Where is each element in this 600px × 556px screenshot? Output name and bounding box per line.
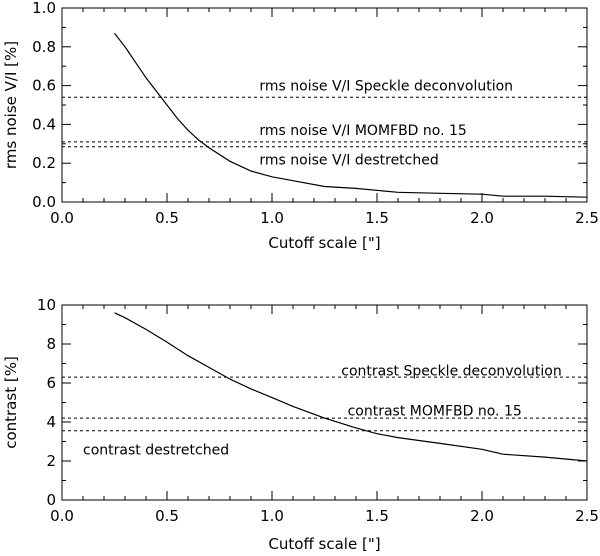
x-tick-label: 2.0: [470, 209, 494, 227]
x-tick-label: 0.0: [50, 209, 74, 227]
x-tick-label: 1.5: [365, 209, 389, 227]
x-axis-label: Cutoff scale ["]: [268, 234, 380, 252]
y-tick-label: 8: [46, 335, 56, 353]
reference-line-label: rms noise V/I destretched: [259, 152, 438, 168]
y-tick-label: 10: [37, 296, 56, 314]
x-tick-label: 1.0: [260, 507, 284, 525]
x-tick-label: 0.5: [155, 507, 179, 525]
y-tick-label: 6: [46, 374, 56, 392]
y-tick-label: 0.4: [32, 115, 56, 133]
series-line: [114, 312, 588, 462]
plot-frame: [61, 7, 588, 203]
x-tick-label: 0.0: [50, 507, 74, 525]
x-tick-label: 2.5: [575, 507, 599, 525]
chart-noise: 0.0 0.5 1.0 1.5 2.0 2.5 0.0 0.2 0.4 0.6 0.8 1.0 Cuto…: [2, 0, 599, 252]
y-axis-label: rms noise V/I [%]: [2, 41, 20, 169]
x-axis-label: Cutoff scale ["]: [268, 535, 380, 553]
y-tick-label: 1.0: [32, 0, 56, 17]
reference-line-label: contrast MOMFBD no. 15: [348, 403, 522, 419]
chart-contrast: 0.0 0.5 1.0 1.5 2.0 2.5 0 2 4 6 8 10 Cutoff scale ["…: [2, 296, 599, 553]
reference-line-label: contrast destretched: [83, 442, 229, 458]
series-line: [114, 32, 588, 198]
x-tick-label: 0.5: [155, 209, 179, 227]
y-tick-label: 0.0: [32, 193, 56, 211]
reference-line-label: contrast Speckle deconvolution: [341, 363, 561, 379]
y-tick-label: 0.6: [32, 77, 56, 95]
y-tick-label: 2: [46, 452, 56, 470]
y-axis-label: contrast [%]: [2, 356, 20, 449]
x-tick-label: 1.0: [260, 209, 284, 227]
y-tick-label: 0.2: [32, 154, 56, 172]
y-tick-label: 0: [46, 491, 56, 509]
x-tick-label: 2.0: [470, 507, 494, 525]
reference-line-label: rms noise V/I Speckle deconvolution: [259, 79, 513, 95]
x-tick-label: 2.5: [575, 209, 599, 227]
x-tick-label: 1.5: [365, 507, 389, 525]
reference-line-label: rms noise V/I MOMFBD no. 15: [259, 123, 466, 139]
y-tick-label: 4: [46, 413, 56, 431]
y-tick-label: 0.8: [32, 38, 56, 56]
